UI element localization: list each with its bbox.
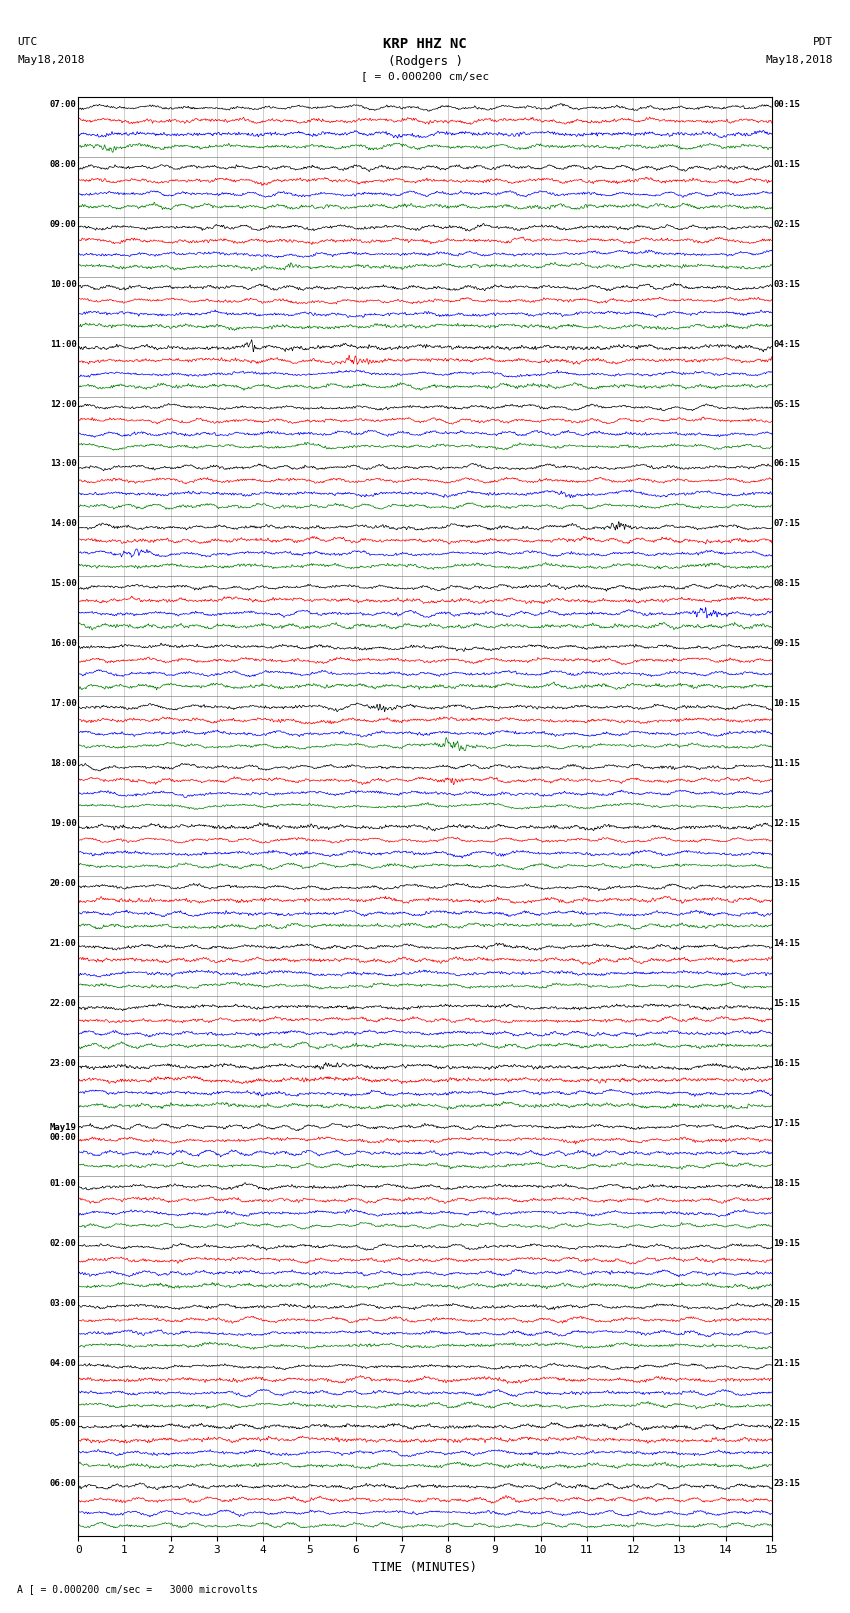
Text: 09:15: 09:15 [774, 639, 800, 648]
Text: 21:00: 21:00 [50, 939, 76, 948]
Text: 19:15: 19:15 [774, 1239, 800, 1248]
Text: 22:15: 22:15 [774, 1419, 800, 1428]
Text: 21:15: 21:15 [774, 1358, 800, 1368]
Text: 13:15: 13:15 [774, 879, 800, 889]
Text: 20:00: 20:00 [50, 879, 76, 889]
Text: 00:15: 00:15 [774, 100, 800, 108]
Text: 06:00: 06:00 [50, 1479, 76, 1487]
Text: 02:15: 02:15 [774, 219, 800, 229]
Text: 06:15: 06:15 [774, 460, 800, 468]
Text: 16:15: 16:15 [774, 1060, 800, 1068]
Text: 11:00: 11:00 [50, 340, 76, 348]
Text: 23:15: 23:15 [774, 1479, 800, 1487]
Text: 04:00: 04:00 [50, 1358, 76, 1368]
Text: 04:15: 04:15 [774, 340, 800, 348]
Text: 00:00: 00:00 [50, 1132, 76, 1142]
Text: 07:15: 07:15 [774, 519, 800, 529]
Text: A [ = 0.000200 cm/sec =   3000 microvolts: A [ = 0.000200 cm/sec = 3000 microvolts [17, 1584, 258, 1594]
Text: 08:00: 08:00 [50, 160, 76, 169]
Text: 13:00: 13:00 [50, 460, 76, 468]
Text: 05:00: 05:00 [50, 1419, 76, 1428]
Text: 20:15: 20:15 [774, 1298, 800, 1308]
Text: KRP HHZ NC: KRP HHZ NC [383, 37, 467, 52]
Text: [ = 0.000200 cm/sec: [ = 0.000200 cm/sec [361, 71, 489, 81]
Text: May18,2018: May18,2018 [17, 55, 84, 65]
Text: 14:15: 14:15 [774, 939, 800, 948]
Text: 22:00: 22:00 [50, 998, 76, 1008]
Text: 03:15: 03:15 [774, 279, 800, 289]
Text: 12:00: 12:00 [50, 400, 76, 408]
Text: (Rodgers ): (Rodgers ) [388, 55, 462, 68]
Text: 03:00: 03:00 [50, 1298, 76, 1308]
Text: 08:15: 08:15 [774, 579, 800, 589]
Text: 11:15: 11:15 [774, 760, 800, 768]
Text: May19: May19 [50, 1123, 76, 1132]
Text: UTC: UTC [17, 37, 37, 47]
Text: 02:00: 02:00 [50, 1239, 76, 1248]
Text: 23:00: 23:00 [50, 1060, 76, 1068]
Text: 12:15: 12:15 [774, 819, 800, 827]
Text: PDT: PDT [813, 37, 833, 47]
Text: 09:00: 09:00 [50, 219, 76, 229]
Text: 19:00: 19:00 [50, 819, 76, 827]
Text: 01:15: 01:15 [774, 160, 800, 169]
Text: 15:00: 15:00 [50, 579, 76, 589]
Text: 17:15: 17:15 [774, 1119, 800, 1127]
Text: 16:00: 16:00 [50, 639, 76, 648]
Text: 17:00: 17:00 [50, 700, 76, 708]
Text: 14:00: 14:00 [50, 519, 76, 529]
Text: 15:15: 15:15 [774, 998, 800, 1008]
Text: 07:00: 07:00 [50, 100, 76, 108]
Text: 01:00: 01:00 [50, 1179, 76, 1187]
Text: May18,2018: May18,2018 [766, 55, 833, 65]
Text: 10:15: 10:15 [774, 700, 800, 708]
Text: 18:00: 18:00 [50, 760, 76, 768]
X-axis label: TIME (MINUTES): TIME (MINUTES) [372, 1561, 478, 1574]
Text: 18:15: 18:15 [774, 1179, 800, 1187]
Text: 10:00: 10:00 [50, 279, 76, 289]
Text: 05:15: 05:15 [774, 400, 800, 408]
